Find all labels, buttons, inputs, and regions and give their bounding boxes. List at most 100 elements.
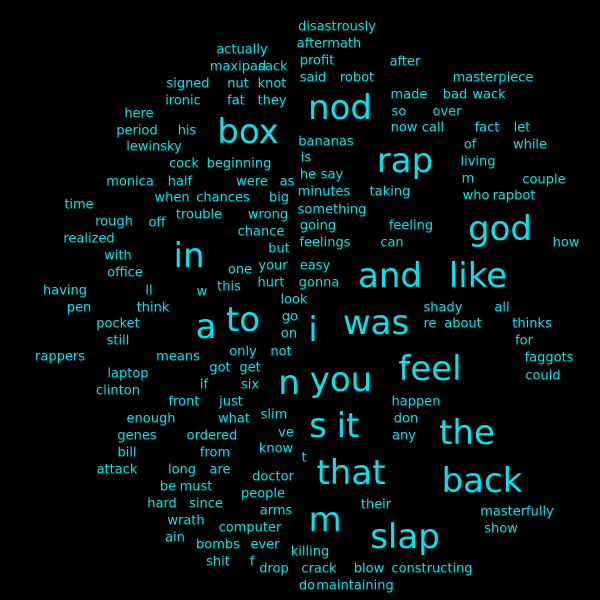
word: when xyxy=(154,190,190,206)
word: living xyxy=(460,154,496,170)
word: he xyxy=(299,167,317,183)
word: long xyxy=(167,462,197,478)
word: gonna xyxy=(298,275,340,291)
word: wrath xyxy=(167,513,205,529)
word: ordered xyxy=(186,428,238,444)
word: as xyxy=(279,174,295,190)
word: six xyxy=(240,377,260,393)
word: easy xyxy=(299,258,331,274)
word: but xyxy=(268,241,290,257)
word: nut xyxy=(227,76,249,92)
word: drop xyxy=(259,561,289,577)
word: having xyxy=(42,283,88,299)
word: maxipad xyxy=(209,59,267,75)
word: must xyxy=(179,479,213,495)
word: back xyxy=(441,461,523,501)
word: killing xyxy=(290,544,330,560)
word: say xyxy=(320,167,344,183)
word: hurt xyxy=(257,275,285,291)
word: with xyxy=(104,248,132,264)
word: after xyxy=(389,54,421,70)
word: were xyxy=(236,174,268,190)
word: cock xyxy=(169,156,199,172)
word: look xyxy=(280,292,308,308)
word: got xyxy=(209,360,231,376)
word: bad xyxy=(442,87,468,103)
word: of xyxy=(463,137,477,153)
word: was xyxy=(342,303,410,343)
word: lewinsky xyxy=(126,139,182,155)
word: pocket xyxy=(96,316,140,332)
word: bananas xyxy=(298,134,354,150)
word: enough xyxy=(126,411,176,427)
word: means xyxy=(156,349,200,365)
word: t xyxy=(301,450,307,466)
word: don xyxy=(393,411,419,427)
word: ain xyxy=(165,530,185,546)
word: people xyxy=(240,486,286,502)
word: are xyxy=(209,462,231,478)
word: hard xyxy=(147,496,177,512)
word: i xyxy=(308,310,318,350)
word: for xyxy=(515,333,533,349)
word: any xyxy=(392,428,416,444)
word: think xyxy=(136,300,170,316)
word: his xyxy=(177,123,197,139)
word: since xyxy=(189,496,223,512)
word: fact xyxy=(474,120,500,136)
word: here xyxy=(124,106,154,122)
word: blow xyxy=(353,561,385,577)
word: genes xyxy=(117,428,157,444)
word: you xyxy=(309,360,373,400)
word: sack xyxy=(258,59,288,75)
word: time xyxy=(64,197,94,213)
word: go xyxy=(281,309,299,325)
word: this xyxy=(217,279,241,295)
word: w xyxy=(196,284,208,300)
word: still xyxy=(106,333,130,349)
word: ll xyxy=(145,283,153,299)
word: maintaining xyxy=(316,578,394,594)
word: masterfully xyxy=(480,504,554,520)
word: arms xyxy=(259,503,293,519)
word: attack xyxy=(96,462,138,478)
word: going xyxy=(299,218,337,234)
word: and xyxy=(358,256,422,296)
word: to xyxy=(225,300,261,340)
word: profit xyxy=(299,53,335,69)
word: show xyxy=(484,521,518,537)
word: shady xyxy=(423,300,463,316)
word: who xyxy=(462,188,490,204)
word: get xyxy=(239,360,261,376)
word: shit xyxy=(206,554,230,570)
word: s xyxy=(309,406,327,446)
word: chances xyxy=(196,190,250,206)
word: ever xyxy=(250,537,280,553)
word: slim xyxy=(260,407,288,423)
word: one xyxy=(227,262,253,278)
word: can xyxy=(380,235,404,251)
word: computer xyxy=(218,520,282,536)
word: be xyxy=(159,479,177,495)
word: in xyxy=(173,236,205,276)
word: let xyxy=(513,120,531,136)
word: now xyxy=(390,120,418,136)
word: your xyxy=(258,258,288,274)
word: ironic xyxy=(165,93,201,109)
word: they xyxy=(257,93,287,109)
word: thinks xyxy=(512,316,552,332)
word: chance xyxy=(237,224,285,240)
word: m xyxy=(308,500,342,540)
word: call xyxy=(421,120,445,136)
word: big xyxy=(268,190,290,206)
word: couple xyxy=(522,172,566,188)
word: taking xyxy=(369,184,411,200)
word: it xyxy=(336,406,360,446)
word: front xyxy=(168,394,200,410)
word: rappers xyxy=(35,349,85,365)
word: trouble xyxy=(175,207,223,223)
word: faggots xyxy=(524,350,574,366)
word: office xyxy=(107,265,143,281)
word: monica xyxy=(106,174,154,190)
